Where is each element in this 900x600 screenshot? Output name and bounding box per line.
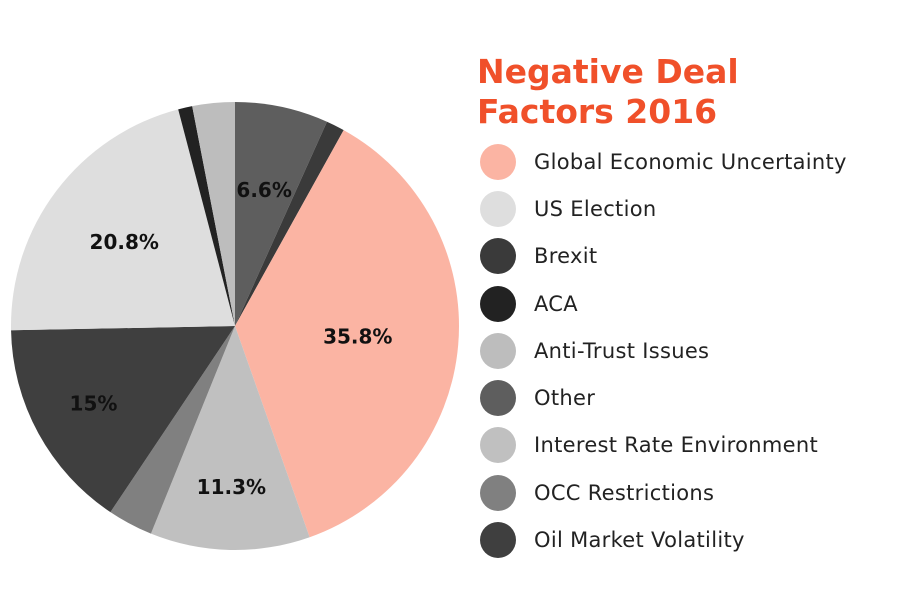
- legend-item: ACA: [480, 280, 847, 327]
- legend-swatch: [480, 285, 516, 322]
- legend-swatch: [480, 474, 516, 511]
- legend-swatch: [480, 522, 516, 559]
- legend-item: Global Economic Uncertainty: [480, 138, 847, 185]
- legend-label: OCC Restrictions: [534, 480, 715, 505]
- pie-slice-other: [235, 102, 327, 326]
- legend-label: Anti-Trust Issues: [534, 338, 710, 363]
- pie-slice-anti-trust-issues: [192, 102, 235, 326]
- legend-item: Anti-Trust Issues: [480, 327, 847, 374]
- legend-item: Interest Rate Environment: [480, 422, 847, 469]
- pie-slice-occ-restrictions: [110, 326, 235, 534]
- pie-chart: 6.6% 35.8% 11.3% 15% 20.8%: [10, 102, 460, 550]
- legend-label: Global Economic Uncertainty: [534, 149, 847, 174]
- legend-swatch: [480, 190, 516, 227]
- legend-label: Other: [534, 386, 596, 411]
- data-label: 11.3%: [197, 475, 266, 499]
- legend-swatch: [480, 380, 516, 417]
- legend-item: OCC Restrictions: [480, 469, 847, 516]
- chart-title: Negative Deal Factors 2016: [477, 52, 739, 131]
- legend-label: Interest Rate Environment: [534, 433, 819, 458]
- legend: Global Economic Uncertainty US Election Br…: [480, 138, 847, 564]
- legend-item: US Election: [480, 185, 847, 232]
- legend-label: Brexit: [534, 244, 598, 269]
- legend-label: US Election: [534, 196, 657, 221]
- pie-slice-us-election: [10, 109, 235, 331]
- pie-slice-brexit: [235, 121, 344, 326]
- legend-swatch: [480, 143, 516, 180]
- legend-label: Oil Market Volatility: [534, 528, 745, 553]
- data-label: 15%: [70, 391, 118, 415]
- data-label: 6.6%: [236, 178, 291, 202]
- pie-slice-global-economic-uncertainty: [235, 130, 460, 538]
- legend-label: ACA: [534, 291, 578, 316]
- legend-item: Other: [480, 374, 847, 421]
- legend-swatch: [480, 427, 516, 464]
- legend-swatch: [480, 238, 516, 275]
- legend-swatch: [480, 332, 516, 369]
- pie-slice-interest-rate-environment: [150, 326, 310, 550]
- legend-item: Brexit: [480, 233, 847, 280]
- pie-slice-oil-market-volatility: [11, 326, 236, 513]
- legend-item: Oil Market Volatility: [480, 516, 847, 563]
- data-label: 35.8%: [323, 324, 392, 348]
- pie-slice-aca: [178, 106, 235, 326]
- data-label: 20.8%: [90, 230, 159, 254]
